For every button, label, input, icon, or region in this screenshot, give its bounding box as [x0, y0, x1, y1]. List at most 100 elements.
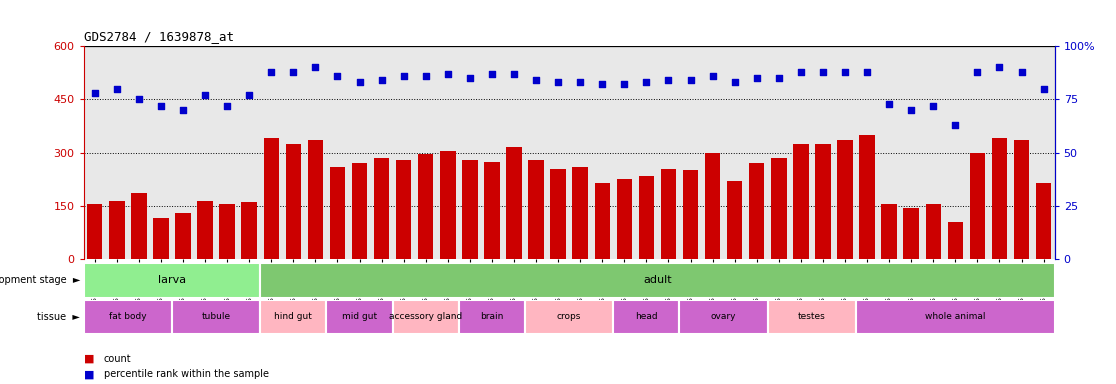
Point — [307, 64, 325, 71]
Bar — [771, 158, 787, 259]
Bar — [859, 135, 875, 259]
Bar — [947, 222, 963, 259]
Point — [350, 79, 368, 85]
Point — [240, 92, 258, 98]
Bar — [462, 160, 478, 259]
Text: development stage  ►: development stage ► — [0, 275, 80, 285]
Bar — [352, 163, 367, 259]
Point — [924, 103, 942, 109]
Bar — [84, 263, 260, 298]
Bar — [87, 204, 103, 259]
Text: larva: larva — [157, 275, 186, 285]
Bar — [661, 169, 676, 259]
Text: mid gut: mid gut — [341, 312, 377, 321]
Point — [814, 69, 831, 75]
Bar — [683, 170, 699, 259]
Bar — [308, 140, 324, 259]
Point — [174, 107, 192, 113]
Bar — [525, 300, 614, 334]
Point — [792, 69, 810, 75]
Bar — [768, 300, 856, 334]
Text: adult: adult — [643, 275, 672, 285]
Point — [858, 69, 876, 75]
Bar — [638, 176, 654, 259]
Point — [196, 92, 214, 98]
Bar — [507, 147, 521, 259]
Text: ovary: ovary — [711, 312, 737, 321]
Point — [770, 75, 788, 81]
Bar — [856, 300, 1055, 334]
Text: crops: crops — [557, 312, 581, 321]
Bar — [396, 160, 412, 259]
Bar — [925, 204, 941, 259]
Point — [86, 90, 104, 96]
Point — [946, 122, 964, 128]
Point — [483, 71, 501, 77]
Point — [328, 73, 346, 79]
Point — [395, 73, 413, 79]
Point — [506, 71, 523, 77]
Text: fat body: fat body — [109, 312, 146, 321]
Bar — [837, 140, 853, 259]
Point — [969, 69, 987, 75]
Point — [219, 103, 237, 109]
Point — [836, 69, 854, 75]
Point — [549, 79, 567, 85]
Bar — [84, 300, 172, 334]
Bar — [326, 300, 393, 334]
Point — [991, 64, 1009, 71]
Bar — [153, 218, 169, 259]
Bar — [329, 167, 345, 259]
Bar — [175, 213, 191, 259]
Text: testes: testes — [798, 312, 826, 321]
Text: ■: ■ — [84, 354, 94, 364]
Point — [152, 103, 170, 109]
Point — [881, 101, 898, 107]
Point — [461, 75, 479, 81]
Bar — [220, 204, 234, 259]
Bar — [198, 200, 213, 259]
Bar — [573, 167, 588, 259]
Bar — [260, 263, 1055, 298]
Bar — [793, 144, 809, 259]
Bar — [286, 144, 301, 259]
Bar — [727, 181, 742, 259]
Bar — [393, 300, 459, 334]
Bar — [550, 169, 566, 259]
Text: tubule: tubule — [202, 312, 231, 321]
Point — [416, 73, 434, 79]
Point — [637, 79, 655, 85]
Bar — [815, 144, 830, 259]
Point — [660, 77, 677, 83]
Bar — [617, 179, 632, 259]
Bar — [1036, 183, 1051, 259]
Bar — [132, 194, 146, 259]
Bar — [484, 162, 500, 259]
Point — [902, 107, 920, 113]
Point — [682, 77, 700, 83]
Bar — [418, 154, 433, 259]
Bar — [970, 152, 985, 259]
Point — [748, 75, 766, 81]
Bar — [882, 204, 897, 259]
Bar — [680, 300, 768, 334]
Point — [571, 79, 589, 85]
Bar — [459, 300, 525, 334]
Bar — [904, 208, 918, 259]
Point — [704, 73, 722, 79]
Bar — [614, 300, 680, 334]
Text: GDS2784 / 1639878_at: GDS2784 / 1639878_at — [84, 30, 233, 43]
Text: ■: ■ — [84, 369, 94, 379]
Point — [615, 81, 633, 88]
Point — [1012, 69, 1030, 75]
Bar — [260, 300, 326, 334]
Point — [129, 96, 147, 103]
Bar — [109, 200, 125, 259]
Point — [594, 81, 612, 88]
Text: accessory gland: accessory gland — [389, 312, 462, 321]
Bar — [440, 151, 455, 259]
Bar — [1013, 140, 1029, 259]
Point — [262, 69, 280, 75]
Text: count: count — [104, 354, 132, 364]
Bar — [749, 163, 764, 259]
